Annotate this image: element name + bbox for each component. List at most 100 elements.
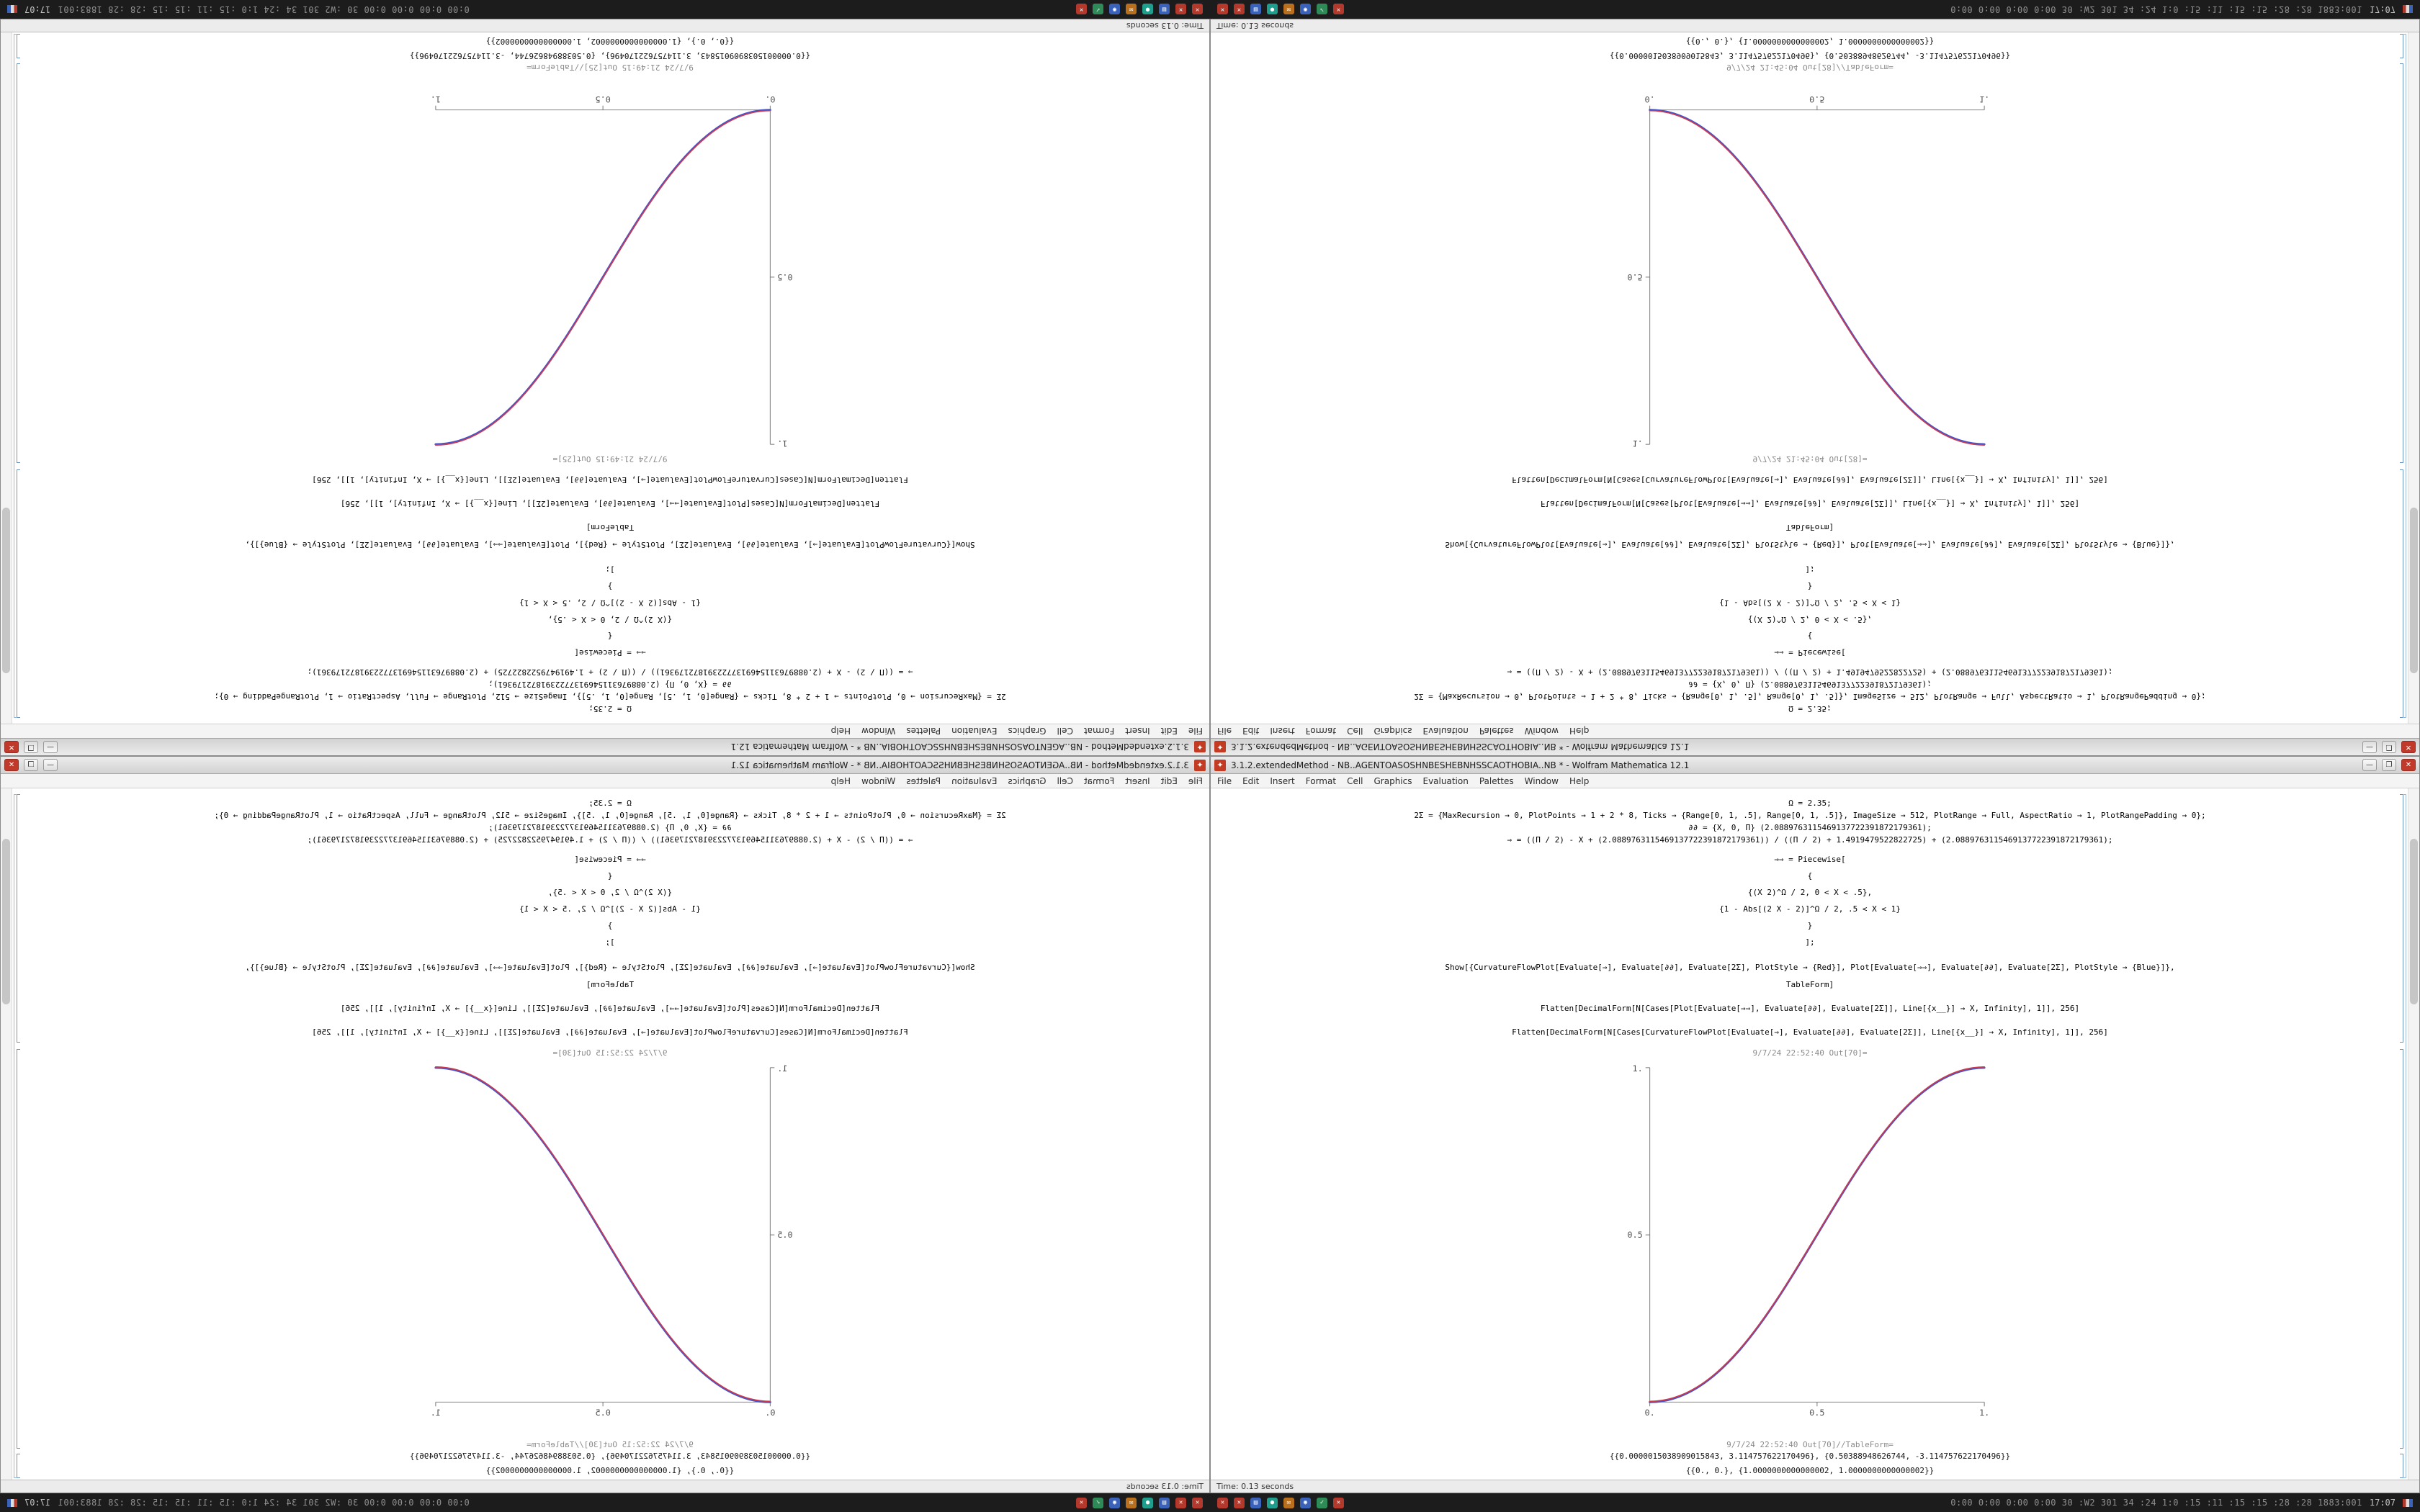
code-line[interactable]: Show[{CurvatureFlowPlot[Evaluate[⇒], Eva… — [245, 539, 975, 549]
menu-item-cell[interactable]: Cell — [1347, 726, 1363, 737]
browser-icon[interactable]: ◉ — [1300, 1497, 1311, 1508]
files-icon[interactable]: ▤ — [1250, 4, 1261, 15]
code-line[interactable]: } — [607, 921, 613, 931]
code-line[interactable]: {(X 2)^Ω / 2, 0 < X < .5}, — [1747, 888, 1873, 898]
menu-item-edit[interactable]: Edit — [1242, 726, 1260, 737]
code-line[interactable]: {1 - Abs[(2 X - 2)]^Ω / 2, .5 < X < 1} — [1719, 904, 1901, 914]
code-line[interactable]: { — [607, 871, 613, 881]
code-line[interactable]: {1 - Abs[(2 X - 2)]^Ω / 2, .5 < X < 1} — [519, 904, 701, 914]
minimize-button[interactable]: — — [2362, 759, 2377, 771]
menu-item-insert[interactable]: Insert — [1125, 726, 1150, 737]
menu-item-edit[interactable]: Edit — [1160, 775, 1178, 786]
input-cell[interactable]: Ω = 2.35; 2Σ = {MaxRecursion → 0, PlotPoi… — [1414, 474, 2205, 715]
code-line[interactable]: ∂∂ = {X, 0, Π} (2.0889763115469137722391… — [488, 823, 732, 833]
code-line[interactable]: TableForm] — [1785, 979, 1834, 989]
code-line[interactable]: 2Σ = {MaxRecursion → 0, PlotPoints → 1 +… — [214, 691, 1006, 701]
menu-item-evaluation[interactable]: Evaluation — [1422, 775, 1469, 786]
vertical-scrollbar[interactable] — [2408, 32, 2419, 724]
recorder-icon[interactable]: ✕ — [1217, 4, 1228, 15]
menu-item-window[interactable]: Window — [861, 726, 896, 737]
window-titlebar[interactable]: ✦ 3.1.2.extendedMethod - NB..AGENTOASOSH… — [1, 738, 1209, 755]
recorder-icon[interactable]: ✕ — [1333, 1497, 1344, 1508]
maximize-button[interactable]: ❐ — [2382, 759, 2396, 771]
shield-icon[interactable]: ✓ — [1093, 1497, 1103, 1508]
menu-item-insert[interactable]: Insert — [1270, 726, 1295, 737]
recorder-icon[interactable]: ✕ — [1192, 1497, 1203, 1508]
minimize-button[interactable]: — — [2362, 741, 2377, 753]
code-line[interactable]: TableForm] — [1785, 523, 1834, 533]
menu-item-cell[interactable]: Cell — [1347, 775, 1363, 786]
mail-icon[interactable]: ✉ — [1126, 4, 1137, 15]
messenger-icon[interactable]: ● — [1267, 1497, 1278, 1508]
menu-item-file[interactable]: File — [1188, 726, 1203, 737]
menu-item-format[interactable]: Format — [1305, 726, 1337, 737]
code-line[interactable]: ⇒ = ((Π / 2) - X + (2.088976311546913772… — [307, 835, 913, 845]
code-line[interactable]: ]; — [1805, 564, 1815, 575]
menu-item-file[interactable]: File — [1217, 726, 1232, 737]
menu-item-help[interactable]: Help — [830, 775, 851, 786]
menu-item-help[interactable]: Help — [830, 726, 851, 737]
code-line[interactable]: {1 - Abs[(2 X - 2)]^Ω / 2, .5 < X < 1} — [519, 598, 701, 608]
cell-group-bracket[interactable] — [14, 34, 17, 718]
window-titlebar[interactable]: ✦ 3.1.2.extendedMethod - NB..AGENTOASOSH… — [1211, 757, 2419, 774]
code-line[interactable]: ]; — [605, 937, 615, 948]
code-line[interactable]: ⇒⇒ = Piecewise[ — [1774, 647, 1846, 657]
menu-item-cell[interactable]: Cell — [1057, 726, 1073, 737]
menu-item-evaluation[interactable]: Evaluation — [1422, 726, 1469, 737]
scrollbar-thumb[interactable] — [2, 508, 10, 673]
input-cell[interactable]: Ω = 2.35; 2Σ = {MaxRecursion → 0, PlotPoi… — [214, 797, 1005, 1038]
recorder-icon[interactable]: ✕ — [1217, 1497, 1228, 1508]
recorder-icon[interactable]: ✕ — [1192, 4, 1203, 15]
files-icon[interactable]: ▤ — [1159, 4, 1170, 15]
code-line[interactable]: ∂∂ = {X, 0, Π} (2.0889763115469137722391… — [1688, 823, 1932, 833]
layout-indicator-icon[interactable] — [2403, 1498, 2413, 1507]
cell-bracket[interactable] — [2400, 794, 2403, 1043]
cell-bracket[interactable] — [2400, 1454, 2403, 1478]
code-line[interactable]: ∂∂ = {X, 0, Π} (2.0889763115469137722391… — [488, 679, 732, 689]
messenger-icon[interactable]: ● — [1142, 4, 1153, 15]
menu-item-edit[interactable]: Edit — [1242, 775, 1260, 786]
notebook[interactable]: Ω = 2.35; 2Σ = {MaxRecursion → 0, PlotPoi… — [1218, 791, 2402, 1478]
code-line[interactable]: Ω = 2.35; — [588, 704, 632, 714]
code-line[interactable]: TableForm] — [586, 523, 635, 533]
notebook[interactable]: Ω = 2.35; 2Σ = {MaxRecursion → 0, PlotPoi… — [18, 34, 1202, 721]
code-line[interactable]: 2Σ = {MaxRecursion → 0, PlotPoints → 1 +… — [214, 811, 1006, 821]
menu-item-palettes[interactable]: Palettes — [906, 726, 941, 737]
menu-item-format[interactable]: Format — [1305, 775, 1337, 786]
recorder-icon[interactable]: ✕ — [1234, 1497, 1245, 1508]
code-line[interactable]: Flatten[DecimalForm[N[Cases[CurvatureFlo… — [312, 1027, 908, 1037]
code-line[interactable]: ⇒ = ((Π / 2) - X + (2.088976311546913772… — [307, 667, 913, 677]
code-line[interactable]: Flatten[DecimalForm[N[Cases[CurvatureFlo… — [312, 475, 908, 485]
recorder-icon[interactable]: ✕ — [1076, 4, 1087, 15]
shield-icon[interactable]: ✓ — [1317, 1497, 1327, 1508]
code-line[interactable]: ⇒ = ((Π / 2) - X + (2.088976311546913772… — [1507, 835, 2113, 845]
maximize-button[interactable]: ❐ — [2382, 741, 2396, 753]
code-line[interactable]: Show[{CurvatureFlowPlot[Evaluate[⇒], Eva… — [1445, 539, 2175, 549]
menu-item-palettes[interactable]: Palettes — [1479, 726, 1514, 737]
vertical-scrollbar[interactable] — [2408, 788, 2419, 1480]
menu-item-graphics[interactable]: Graphics — [1008, 726, 1047, 737]
code-line[interactable]: ⇒⇒ = Piecewise[ — [1774, 855, 1846, 865]
code-line[interactable]: Flatten[DecimalForm[N[Cases[Plot[Evaluat… — [340, 1003, 880, 1013]
recorder-icon[interactable]: ✕ — [1175, 4, 1186, 15]
close-button[interactable]: ✕ — [4, 741, 19, 753]
menu-item-insert[interactable]: Insert — [1270, 775, 1295, 786]
minimize-button[interactable]: — — [43, 741, 58, 753]
menu-item-graphics[interactable]: Graphics — [1373, 726, 1412, 737]
code-line[interactable]: ∂∂ = {X, 0, Π} (2.0889763115469137722391… — [1688, 679, 1932, 689]
menu-item-file[interactable]: File — [1217, 775, 1232, 786]
scrollbar-thumb[interactable] — [2, 839, 10, 1004]
code-line[interactable]: Flatten[DecimalForm[N[Cases[Plot[Evaluat… — [1540, 1003, 2080, 1013]
code-line[interactable]: ]; — [1805, 937, 1815, 948]
layout-indicator-icon[interactable] — [2403, 5, 2413, 14]
browser-icon[interactable]: ◉ — [1300, 4, 1311, 15]
code-line[interactable]: 2Σ = {MaxRecursion → 0, PlotPoints → 1 +… — [1414, 691, 2206, 701]
code-line[interactable]: Flatten[DecimalForm[N[Cases[CurvatureFlo… — [1512, 1027, 2108, 1037]
vertical-scrollbar[interactable] — [1, 32, 12, 724]
code-line[interactable]: Flatten[DecimalForm[N[Cases[Plot[Evaluat… — [340, 499, 880, 509]
menu-item-window[interactable]: Window — [861, 775, 896, 786]
recorder-icon[interactable]: ✕ — [1076, 1497, 1087, 1508]
code-line[interactable]: } — [1807, 921, 1813, 931]
input-cell[interactable]: Ω = 2.35; 2Σ = {MaxRecursion → 0, PlotPoi… — [214, 474, 1005, 715]
files-icon[interactable]: ▤ — [1159, 1497, 1170, 1508]
